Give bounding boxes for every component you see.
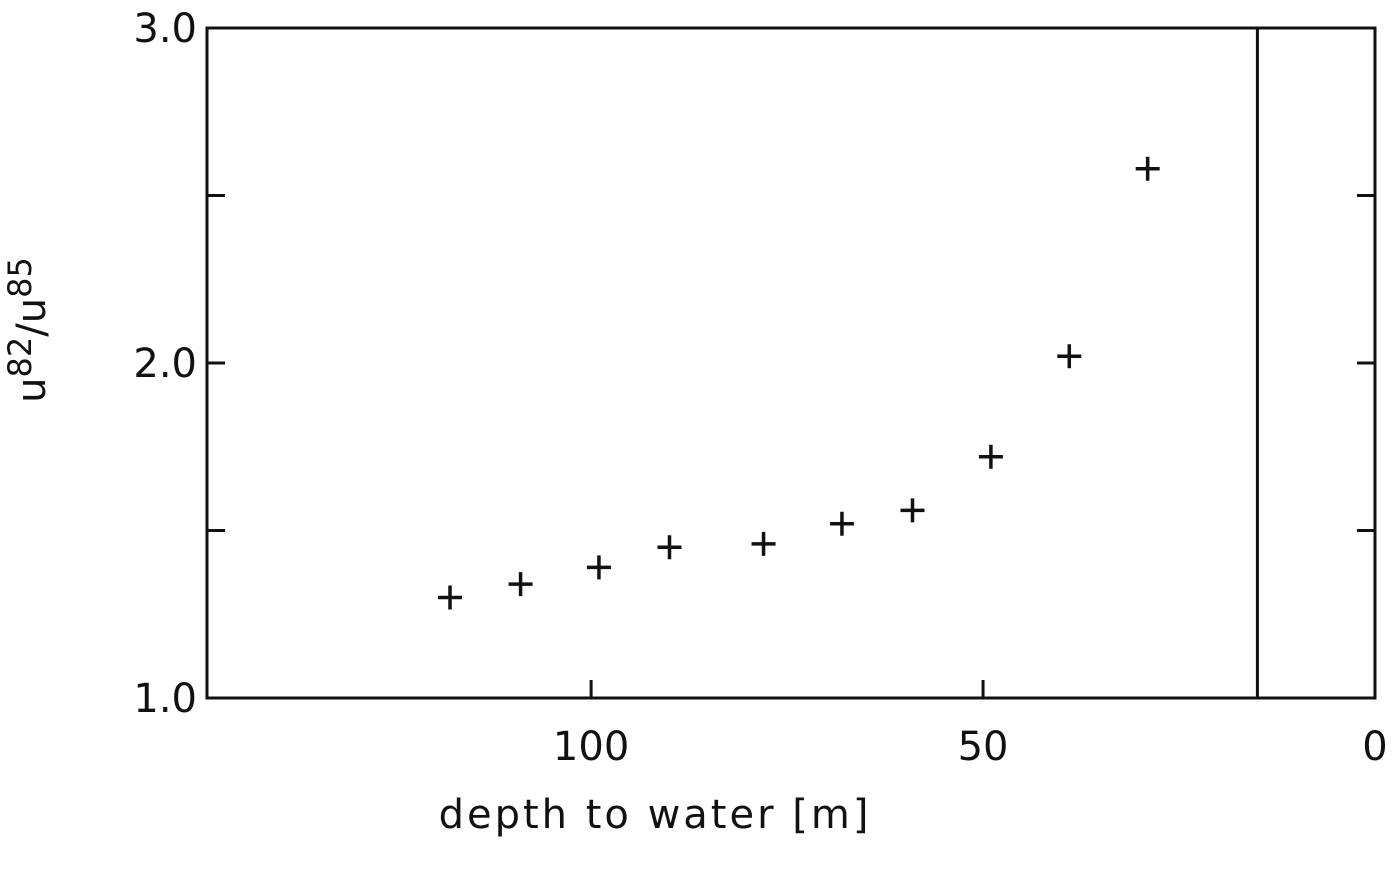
data-point (586, 555, 611, 580)
data-point (900, 498, 925, 523)
y-label-part: / (9, 323, 55, 337)
data-point (1057, 344, 1082, 369)
data-point (829, 511, 854, 536)
y-tick-label: 3.0 (133, 6, 197, 52)
x-tick-label: 50 (958, 724, 1009, 770)
y-label-part: 85 (1, 257, 39, 298)
y-tick-label: 2.0 (133, 341, 197, 387)
y-axis-label: u82/u85 (1, 257, 55, 403)
data-point (978, 444, 1003, 469)
data-point (751, 531, 776, 556)
plot-frame (205, 26, 1377, 700)
data-point (657, 535, 682, 560)
data-point (1135, 156, 1160, 181)
data-point (508, 572, 533, 597)
y-tick-label: 1.0 (133, 676, 197, 722)
x-axis-label: depth to water [m] (439, 792, 872, 838)
y-label-part: u (9, 377, 55, 402)
y-label-part: u (9, 298, 55, 323)
y-label-part: 82 (1, 337, 39, 378)
x-tick-label: 0 (1362, 724, 1387, 770)
x-tick-label: 100 (553, 724, 629, 770)
data-point (438, 585, 463, 610)
